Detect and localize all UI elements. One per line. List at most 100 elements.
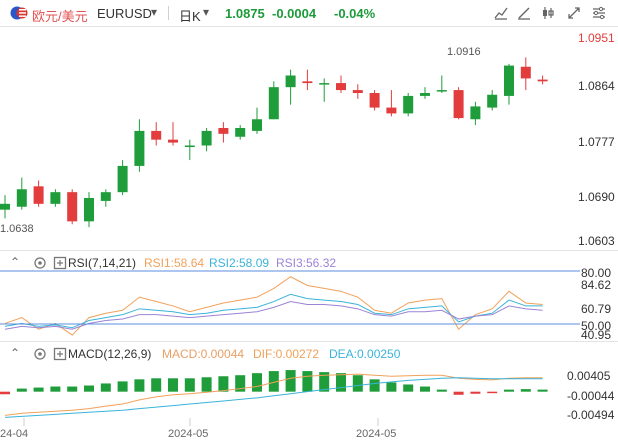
macd-histogram-bar — [520, 389, 531, 392]
divider — [0, 250, 618, 251]
candle[interactable] — [117, 165, 128, 193]
price-axis-label: 1.0690 — [578, 190, 615, 204]
candle[interactable] — [436, 90, 447, 92]
price-change: -0.0004 — [272, 6, 317, 21]
macd-histogram-bar — [436, 389, 447, 392]
candle[interactable] — [386, 107, 397, 114]
rsi2-line — [4, 293, 543, 329]
drawing-tools-button[interactable] — [492, 5, 510, 21]
candle[interactable] — [302, 81, 313, 84]
chart-type-button[interactable] — [539, 5, 557, 21]
candle[interactable] — [235, 128, 246, 137]
dea-line — [4, 377, 543, 418]
candle[interactable] — [84, 198, 94, 222]
dea-value: DEA:0.00250 — [329, 347, 401, 361]
divider — [0, 26, 618, 27]
candle[interactable] — [520, 66, 531, 79]
macd-histogram-bar — [420, 386, 430, 392]
candle[interactable] — [285, 75, 296, 88]
candle[interactable] — [537, 79, 548, 82]
rsi-axis-label: 50.00 — [581, 319, 612, 333]
rsi-axis-label: 40.95 — [581, 328, 612, 342]
macd-histogram-bar — [134, 379, 145, 392]
macd-value: MACD:0.00044 — [162, 347, 245, 361]
price-change-percent: -0.04% — [334, 6, 376, 21]
expand-icon — [568, 7, 580, 19]
price-axis-label: 1.0951 — [578, 31, 615, 45]
candle[interactable] — [252, 119, 262, 131]
gear-icon[interactable] — [33, 347, 47, 361]
macd-histogram-bar — [0, 391, 10, 395]
candle[interactable] — [352, 90, 363, 93]
last-price: 1.0875 — [225, 6, 265, 21]
date-axis-label: 2024-05 — [168, 428, 209, 440]
candle[interactable] — [33, 186, 44, 204]
price-axis-label: 1.0777 — [578, 135, 615, 149]
macd-indicator-name[interactable]: MACD(12,26,9) — [68, 347, 152, 361]
candle[interactable] — [50, 192, 61, 204]
candle[interactable] — [336, 83, 346, 91]
candle[interactable] — [184, 145, 195, 148]
macd-histogram-bar — [84, 385, 94, 392]
candle[interactable] — [403, 95, 414, 114]
candle[interactable] — [0, 203, 10, 210]
macd-histogram-bar — [504, 389, 514, 392]
gear-icon[interactable] — [33, 256, 47, 270]
candle[interactable] — [16, 189, 27, 207]
candle[interactable] — [151, 130, 162, 140]
candle[interactable] — [134, 130, 145, 166]
indicator-settings-icon[interactable] — [53, 347, 67, 361]
candle[interactable] — [487, 94, 498, 108]
macd-histogram-bar — [319, 372, 330, 392]
price-axis-label: 1.0864 — [578, 79, 615, 93]
candle[interactable] — [504, 65, 514, 96]
rsi-axis-label: 60.79 — [581, 302, 612, 316]
chevron-down-icon[interactable]: ▾ — [203, 5, 210, 19]
fullscreen-button[interactable] — [565, 5, 583, 21]
settings-button[interactable] — [590, 5, 608, 21]
candle[interactable] — [470, 106, 481, 120]
candle[interactable] — [168, 139, 178, 143]
chevron-down-icon[interactable]: ▾ — [151, 5, 158, 19]
indicator-settings-icon[interactable] — [53, 256, 67, 270]
macd-histogram-bar — [67, 386, 78, 392]
candle[interactable] — [268, 87, 279, 120]
macd-histogram-bar — [369, 379, 380, 392]
rsi-axis-label: 80.00 — [581, 266, 612, 280]
rsi-indicator-name[interactable]: RSI(7,14,21) — [68, 256, 137, 270]
candle[interactable] — [420, 93, 430, 96]
candle[interactable] — [369, 93, 380, 108]
interval-selector[interactable]: 日K — [179, 9, 201, 24]
line-tool-icon — [518, 7, 530, 20]
chevron-up-icon[interactable]: ⌃ — [10, 346, 21, 360]
macd-axis-label: -0.00044 — [567, 389, 615, 403]
draw-line-button[interactable] — [515, 5, 533, 21]
macd-histogram-bar — [268, 371, 279, 392]
indicator-icon — [494, 7, 508, 20]
settings-sliders-icon — [593, 6, 605, 20]
symbol-name-cn[interactable]: 欧元/美元 — [32, 9, 88, 24]
macd-histogram-bar — [16, 388, 27, 392]
macd-histogram-bar — [336, 373, 346, 392]
candle[interactable] — [67, 192, 78, 222]
rsi3-value: RSI3:56.32 — [276, 256, 337, 270]
dif-line — [4, 373, 543, 416]
macd-histogram-bar — [352, 375, 363, 392]
macd-histogram-bar — [302, 371, 313, 392]
macd-histogram-bar — [100, 383, 111, 392]
symbol-code[interactable]: EURUSD — [97, 6, 152, 21]
candle[interactable] — [201, 130, 212, 146]
candle[interactable] — [319, 83, 330, 85]
candle[interactable] — [218, 128, 229, 134]
macd-histogram-bar — [386, 382, 397, 392]
macd-histogram-bar — [201, 377, 212, 392]
macd-histogram-bar — [470, 391, 481, 394]
chevron-up-icon[interactable]: ⌃ — [10, 255, 21, 269]
date-axis-label: 24-04 — [0, 428, 29, 440]
macd-histogram-bar — [168, 378, 178, 392]
macd-axis-label: -0.00494 — [567, 408, 615, 422]
candle[interactable] — [453, 90, 464, 119]
candlestick-icon — [543, 7, 554, 19]
candle[interactable] — [100, 192, 111, 201]
